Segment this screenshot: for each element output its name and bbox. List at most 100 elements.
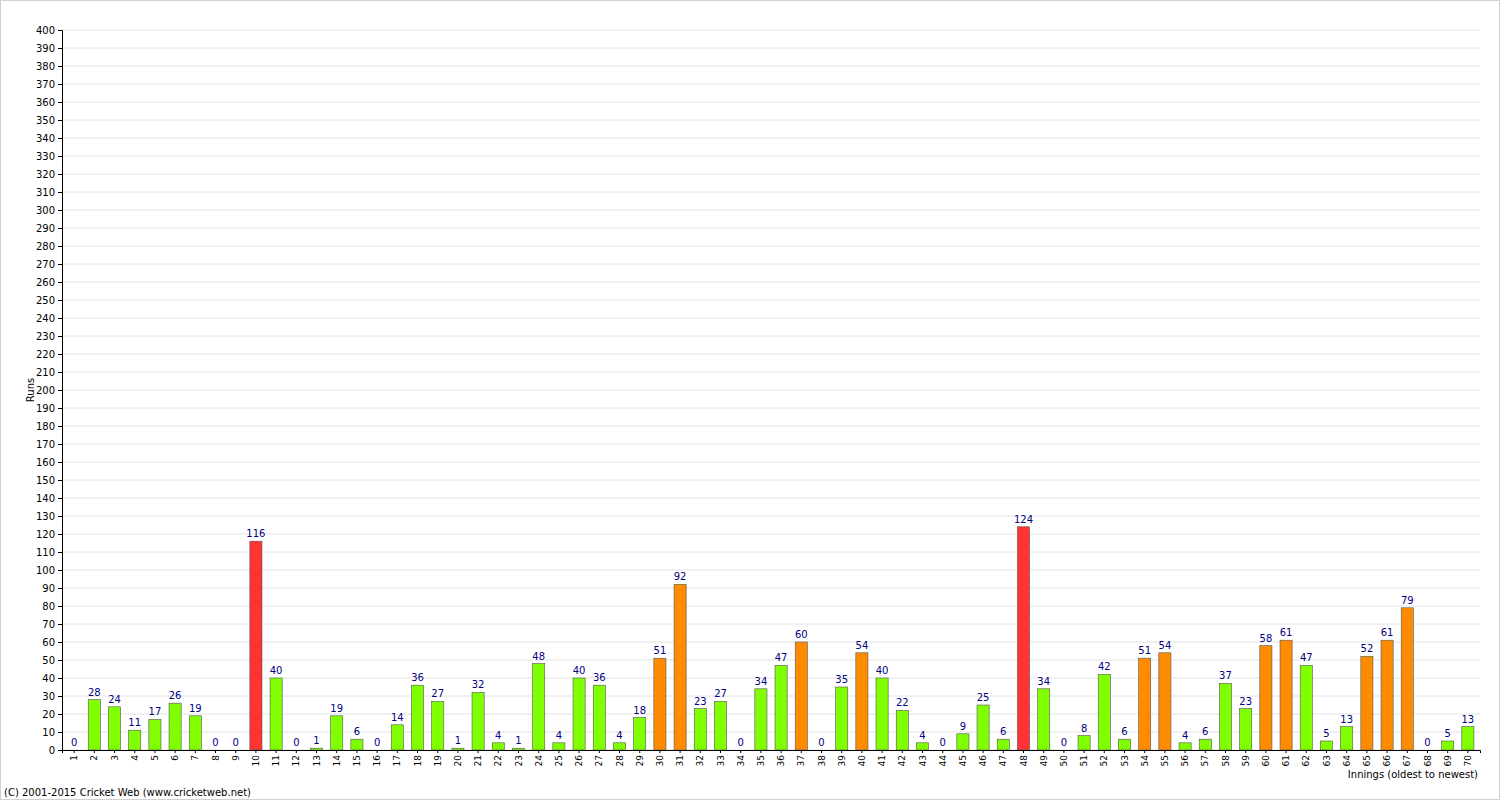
data-label: 42 bbox=[1098, 661, 1111, 672]
bar bbox=[1078, 736, 1090, 750]
x-tick-label: 13 bbox=[312, 755, 322, 766]
data-label: 48 bbox=[532, 651, 545, 662]
data-label: 40 bbox=[876, 665, 889, 676]
data-label: 47 bbox=[775, 652, 788, 663]
grid bbox=[62, 30, 1480, 750]
data-label: 4 bbox=[495, 730, 501, 741]
y-tick: 90 bbox=[42, 583, 62, 594]
data-label: 18 bbox=[633, 705, 646, 716]
bar bbox=[88, 700, 100, 750]
x-tick: 56 bbox=[1180, 750, 1190, 766]
x-tick: 18 bbox=[413, 750, 423, 766]
y-tick-label: 210 bbox=[36, 367, 55, 378]
x-tick: 27 bbox=[594, 750, 604, 766]
data-label: 0 bbox=[233, 737, 239, 748]
y-tick-mark bbox=[58, 48, 62, 49]
x-tick-label: 65 bbox=[1362, 755, 1372, 766]
data-label: 52 bbox=[1361, 643, 1374, 654]
grid-line bbox=[62, 102, 1480, 103]
bar bbox=[512, 748, 524, 750]
x-tick-label: 29 bbox=[635, 755, 645, 767]
x-tick-label: 60 bbox=[1261, 755, 1271, 767]
grid-line bbox=[62, 354, 1480, 355]
bar bbox=[674, 584, 686, 750]
bar bbox=[108, 707, 120, 750]
data-label: 54 bbox=[1159, 640, 1172, 651]
data-label: 8 bbox=[1081, 723, 1087, 734]
bar bbox=[472, 692, 484, 750]
y-tick-mark bbox=[58, 732, 62, 733]
x-tick-label: 6 bbox=[170, 755, 180, 761]
x-tick-label: 48 bbox=[1019, 755, 1029, 767]
y-tick-mark bbox=[58, 714, 62, 715]
grid-line bbox=[62, 66, 1480, 67]
x-tick-label: 16 bbox=[372, 755, 382, 767]
y-tick-mark bbox=[58, 66, 62, 67]
bar bbox=[290, 750, 302, 751]
x-tick: 43 bbox=[918, 750, 928, 766]
y-tick-mark bbox=[58, 750, 62, 751]
x-tick: 22 bbox=[493, 750, 503, 766]
x-tick-mark bbox=[1144, 750, 1145, 753]
data-label: 36 bbox=[593, 672, 606, 683]
x-axis-line bbox=[63, 751, 1481, 754]
grid-line bbox=[62, 516, 1480, 517]
y-tick: 350 bbox=[36, 115, 62, 126]
bar bbox=[775, 665, 787, 750]
x-tick-label: 44 bbox=[938, 755, 948, 767]
y-tick: 290 bbox=[36, 223, 62, 234]
x-tick-label: 66 bbox=[1382, 755, 1392, 767]
y-tick-mark bbox=[58, 354, 62, 355]
y-tick: 10 bbox=[42, 727, 62, 738]
bar bbox=[876, 678, 888, 750]
x-tick: 29 bbox=[635, 750, 645, 766]
data-label: 1 bbox=[455, 735, 461, 746]
y-tick: 30 bbox=[42, 691, 62, 702]
x-tick: 62 bbox=[1301, 750, 1311, 766]
x-tick: 15 bbox=[352, 750, 362, 766]
data-label: 9 bbox=[960, 721, 966, 732]
y-tick: 120 bbox=[36, 529, 62, 540]
bar bbox=[432, 701, 444, 750]
grid-line bbox=[62, 390, 1480, 391]
x-tick-mark bbox=[255, 750, 256, 753]
y-tick-label: 20 bbox=[42, 709, 55, 720]
x-tick-label: 24 bbox=[534, 755, 544, 767]
y-tick-label: 290 bbox=[36, 223, 55, 234]
x-tick: 6 bbox=[170, 750, 180, 761]
x-tick: 52 bbox=[1099, 750, 1109, 766]
bar bbox=[1341, 727, 1353, 750]
data-label: 61 bbox=[1280, 627, 1293, 638]
y-tick-label: 240 bbox=[36, 313, 55, 324]
data-label: 0 bbox=[1424, 737, 1430, 748]
data-label: 5 bbox=[1444, 728, 1450, 739]
x-tick: 32 bbox=[695, 750, 705, 766]
data-label: 23 bbox=[694, 696, 707, 707]
grid-line bbox=[62, 138, 1480, 139]
x-tick: 51 bbox=[1079, 750, 1089, 766]
x-tick-label: 58 bbox=[1221, 755, 1231, 767]
x-tick-label: 23 bbox=[514, 755, 524, 766]
y-tick-mark bbox=[58, 120, 62, 121]
x-tick: 42 bbox=[897, 750, 907, 766]
data-label: 116 bbox=[246, 528, 265, 539]
x-tick: 25 bbox=[554, 750, 564, 766]
x-tick-label: 11 bbox=[271, 755, 281, 766]
bar bbox=[1058, 750, 1070, 751]
x-tick-mark bbox=[740, 750, 741, 753]
x-tick-label: 38 bbox=[817, 755, 827, 767]
y-tick: 150 bbox=[36, 475, 62, 486]
data-label: 24 bbox=[108, 694, 121, 705]
grid-line bbox=[62, 372, 1480, 373]
bar bbox=[916, 743, 928, 750]
x-tick-label: 42 bbox=[897, 755, 907, 766]
y-tick: 310 bbox=[36, 187, 62, 198]
data-label: 1 bbox=[515, 735, 521, 746]
x-tick-mark bbox=[801, 750, 802, 753]
y-tick-label: 380 bbox=[36, 61, 55, 72]
y-tick-mark bbox=[58, 138, 62, 139]
x-tick: 70 bbox=[1463, 750, 1473, 766]
data-label: 0 bbox=[738, 737, 744, 748]
x-tick: 60 bbox=[1261, 750, 1271, 766]
y-tick-mark bbox=[58, 588, 62, 589]
